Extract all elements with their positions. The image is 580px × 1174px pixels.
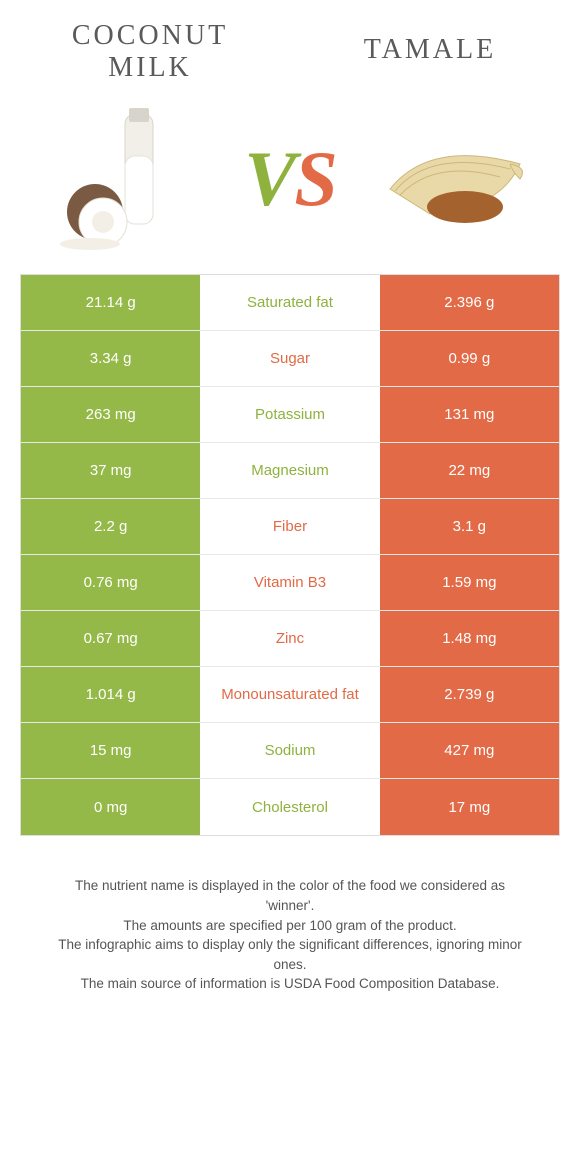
nutrient-name: Sugar (200, 331, 379, 386)
images-row: VS (20, 94, 560, 274)
coconut-milk-image (50, 104, 210, 254)
right-value: 2.739 g (380, 667, 559, 722)
right-value: 2.396 g (380, 275, 559, 330)
table-row: 37 mgMagnesium22 mg (21, 443, 559, 499)
left-value: 0.67 mg (21, 611, 200, 666)
food-left-title: Coconutmilk (50, 20, 250, 84)
left-value: 2.2 g (21, 499, 200, 554)
nutrient-name: Saturated fat (200, 275, 379, 330)
left-value: 15 mg (21, 723, 200, 778)
footer-line-3: The infographic aims to display only the… (50, 935, 530, 974)
nutrient-name: Potassium (200, 387, 379, 442)
table-row: 2.2 gFiber3.1 g (21, 499, 559, 555)
nutrient-name: Vitamin B3 (200, 555, 379, 610)
footer-notes: The nutrient name is displayed in the co… (20, 836, 560, 993)
table-row: 263 mgPotassium131 mg (21, 387, 559, 443)
tamale-image (370, 104, 530, 254)
left-value: 21.14 g (21, 275, 200, 330)
table-row: 1.014 gMonounsaturated fat2.739 g (21, 667, 559, 723)
nutrient-name: Magnesium (200, 443, 379, 498)
vs-label: VS (244, 134, 335, 224)
left-value: 263 mg (21, 387, 200, 442)
header: Coconutmilk Tamale (20, 20, 560, 94)
right-value: 3.1 g (380, 499, 559, 554)
right-value: 17 mg (380, 779, 559, 835)
left-value: 1.014 g (21, 667, 200, 722)
nutrient-name: Fiber (200, 499, 379, 554)
right-value: 1.48 mg (380, 611, 559, 666)
table-row: 15 mgSodium427 mg (21, 723, 559, 779)
nutrient-name: Zinc (200, 611, 379, 666)
table-row: 0 mgCholesterol17 mg (21, 779, 559, 835)
food-right-title: Tamale (330, 20, 530, 66)
table-row: 0.67 mgZinc1.48 mg (21, 611, 559, 667)
table-row: 0.76 mgVitamin B31.59 mg (21, 555, 559, 611)
left-value: 0 mg (21, 779, 200, 835)
table-row: 21.14 gSaturated fat2.396 g (21, 275, 559, 331)
table-row: 3.34 gSugar0.99 g (21, 331, 559, 387)
right-value: 22 mg (380, 443, 559, 498)
vs-v: V (244, 135, 294, 222)
footer-line-2: The amounts are specified per 100 gram o… (50, 916, 530, 936)
comparison-table: 21.14 gSaturated fat2.396 g3.34 gSugar0.… (20, 274, 560, 836)
right-value: 1.59 mg (380, 555, 559, 610)
right-value: 131 mg (380, 387, 559, 442)
left-value: 37 mg (21, 443, 200, 498)
nutrient-name: Sodium (200, 723, 379, 778)
footer-line-1: The nutrient name is displayed in the co… (50, 876, 530, 915)
left-value: 0.76 mg (21, 555, 200, 610)
right-value: 0.99 g (380, 331, 559, 386)
left-value: 3.34 g (21, 331, 200, 386)
nutrient-name: Monounsaturated fat (200, 667, 379, 722)
vs-s: S (294, 135, 335, 222)
right-value: 427 mg (380, 723, 559, 778)
footer-line-4: The main source of information is USDA F… (50, 974, 530, 994)
nutrient-name: Cholesterol (200, 779, 379, 835)
infographic: Coconutmilk Tamale VS (0, 0, 580, 994)
